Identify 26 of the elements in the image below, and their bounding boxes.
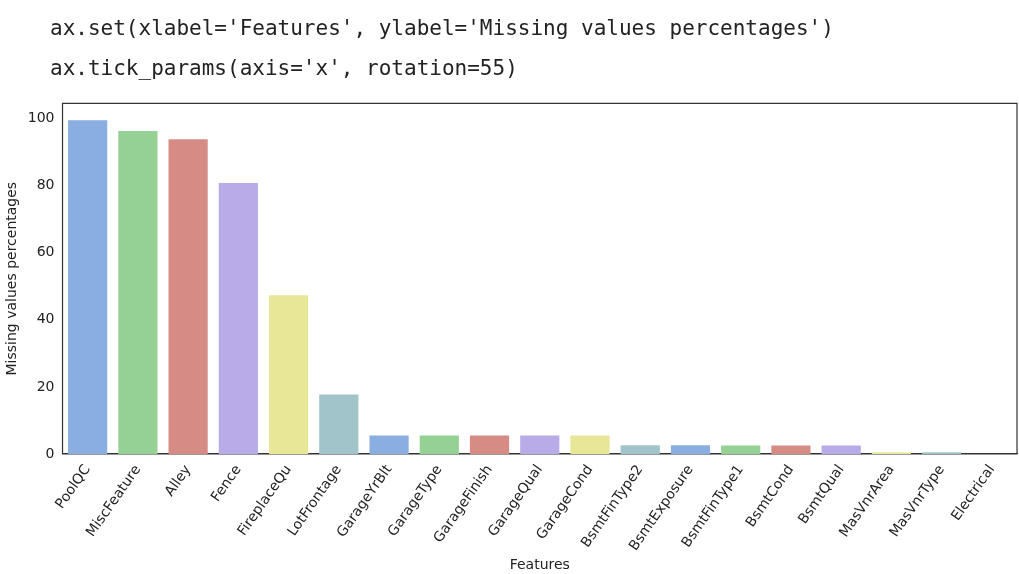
y-tick-label: 80 [36, 176, 55, 193]
y-tick-label: 60 [36, 243, 55, 260]
bar [771, 445, 811, 454]
x-axis-title: Features [509, 556, 570, 573]
bar [821, 445, 861, 454]
bar [670, 445, 711, 454]
bar [620, 445, 660, 454]
bar [319, 394, 359, 454]
y-tick-label: 40 [36, 310, 55, 327]
bar [218, 182, 258, 454]
y-tick-label: 100 [27, 109, 55, 126]
text: ax.set(xlabel='Features', ylabel='Missing values percentages') [50, 15, 834, 42]
bar [469, 435, 510, 454]
bar [369, 435, 409, 454]
y-tick-label: 0 [45, 444, 55, 461]
bar [268, 295, 309, 454]
bar [570, 435, 610, 454]
bar [118, 130, 158, 454]
bar [419, 435, 459, 454]
y-axis-title: Missing values percentages [3, 181, 20, 376]
bar [68, 120, 108, 454]
bar [168, 139, 208, 454]
y-tick-label: 20 [36, 377, 55, 394]
text: ax.tick_params(axis='x', rotation=55) [50, 55, 519, 82]
bar [721, 445, 761, 454]
bar [520, 435, 560, 454]
